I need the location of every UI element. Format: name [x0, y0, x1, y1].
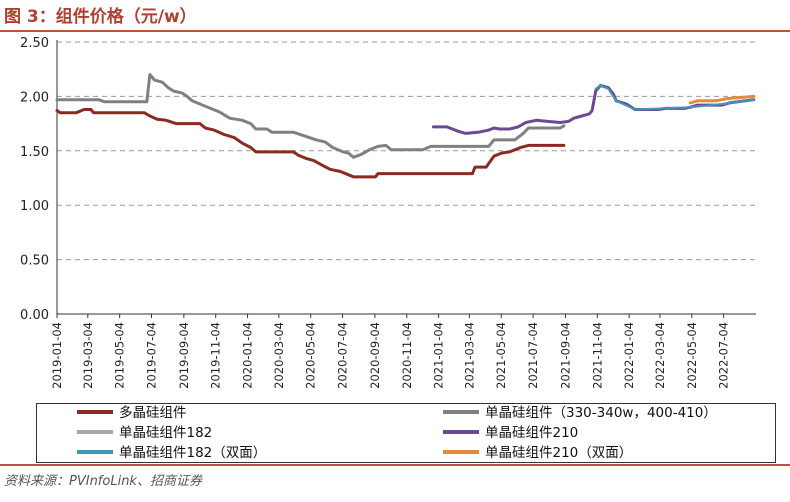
legend-item-mono210-bifacial: 单晶硅组件210（双面）	[443, 444, 632, 462]
series-line-5	[688, 94, 756, 105]
x-tick-label: 2022-07-04	[717, 322, 731, 389]
x-tick-label: 2020-03-04	[272, 322, 286, 389]
source-note: 资料来源：PVInfoLink、招商证券	[4, 474, 202, 489]
legend-label: 多晶硅组件	[119, 405, 187, 421]
x-tick-label: 2022-01-04	[622, 322, 636, 389]
x-tick-label: 2021-07-04	[526, 322, 540, 389]
legend-swatch-mono182-bifacial	[77, 450, 113, 454]
title-divider	[0, 30, 790, 32]
x-tick-label: 2019-11-04	[209, 322, 223, 389]
y-tick-label: 0.00	[20, 308, 49, 323]
y-tick-label: 1.00	[20, 199, 49, 214]
legend-label: 单晶硅组件182	[119, 425, 213, 441]
series-line-1	[55, 73, 566, 159]
legend-item-mono: 单晶硅组件（330-340w，400-410）	[443, 404, 717, 422]
y-tick-label: 2.00	[20, 90, 49, 105]
legend-item-mono182: 单晶硅组件182	[77, 424, 212, 442]
x-tick-label: 2020-07-04	[336, 322, 350, 389]
series-line-4	[594, 84, 755, 111]
x-tick-label: 2022-05-04	[685, 322, 699, 389]
legend-swatch-mono182	[77, 430, 113, 434]
legend-label: 单晶硅组件182（双面）	[119, 445, 267, 461]
legend-label: 单晶硅组件210（双面）	[485, 445, 633, 461]
legend-swatch-mono210	[443, 430, 479, 434]
x-tick-label: 2019-03-04	[81, 322, 95, 389]
x-tick-label: 2021-05-04	[494, 322, 508, 389]
line-chart: 0.00 0.50 1.00 1.50 2.00 2.50 2019-01-04 2019-0…	[20, 36, 756, 389]
legend-swatch-poly	[77, 410, 113, 414]
series-line-0	[55, 108, 566, 179]
y-tick-label: 1.50	[20, 145, 49, 160]
x-tick-label: 2020-01-04	[241, 322, 255, 389]
legend-item-mono182-bifacial: 单晶硅组件182（双面）	[77, 444, 266, 462]
x-tick-label: 2019-05-04	[113, 322, 127, 389]
y-tick-label: 2.50	[20, 36, 49, 51]
x-tick-label: 2020-11-04	[400, 322, 414, 389]
legend-swatch-mono210-bifacial	[443, 450, 479, 454]
legend-swatch-mono	[443, 410, 479, 414]
legend-item-poly: 多晶硅组件	[77, 404, 187, 422]
x-tick-label: 2022-03-04	[653, 322, 667, 389]
chart-title: 图 3：组件价格（元/w）	[4, 7, 197, 27]
x-tick-label: 2020-09-04	[368, 322, 382, 389]
x-tick-label: 2021-01-04	[432, 322, 446, 389]
legend-label: 单晶硅组件（330-340w，400-410）	[485, 405, 717, 421]
x-tick-label: 2021-03-04	[462, 322, 476, 389]
legend-item-mono210: 单晶硅组件210	[443, 424, 578, 442]
x-tick-label: 2019-07-04	[144, 322, 158, 389]
x-tick-label: 2020-05-04	[304, 322, 318, 389]
chart-legend: 多晶硅组件 单晶硅组件（330-340w，400-410） 单晶硅组件182 单…	[36, 403, 776, 463]
x-tick-label: 2021-11-04	[590, 322, 604, 389]
legend-label: 单晶硅组件210	[485, 425, 579, 441]
series-line-3	[431, 84, 756, 135]
x-tick-label: 2019-01-04	[50, 322, 64, 389]
footer-divider	[0, 464, 790, 466]
y-tick-label: 0.50	[20, 254, 49, 269]
x-tick-label: 2021-09-04	[558, 322, 572, 389]
x-tick-label: 2019-09-04	[177, 322, 191, 389]
